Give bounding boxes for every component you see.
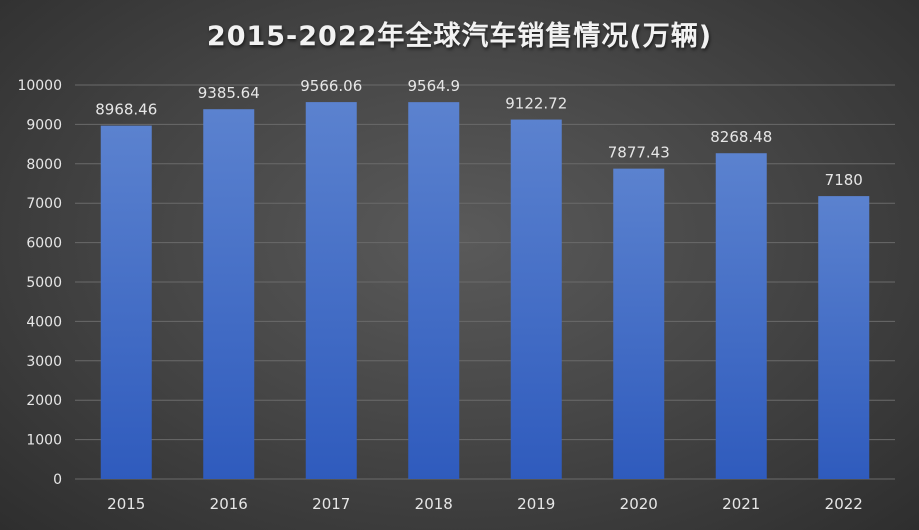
y-tick-label: 2000 (26, 393, 62, 409)
bar-2022 (818, 196, 870, 479)
data-label-2017: 9566.06 (300, 77, 362, 95)
bar-2015 (100, 125, 152, 480)
bar-2017 (305, 102, 357, 480)
data-label-2022: 7180 (825, 171, 863, 189)
bar-2020 (613, 168, 665, 479)
x-tick-label-2019: 2019 (517, 495, 555, 513)
chart-title: 2015-2022年全球汽车销售情况(万辆) (206, 21, 713, 52)
data-label-2019: 9122.72 (505, 95, 567, 113)
x-tick-label-2020: 2020 (620, 495, 658, 513)
data-label-2016: 9385.64 (198, 84, 260, 102)
y-tick-label: 8000 (26, 157, 62, 173)
bar-2016 (203, 109, 255, 480)
data-label-2018: 9564.9 (408, 77, 461, 95)
x-axis-ticks: 2015 2016 2017 2018 2019 2020 2021 2022 (107, 495, 863, 513)
x-tick-label-2015: 2015 (107, 495, 145, 513)
y-tick-label: 5000 (26, 275, 62, 291)
bar-2019 (510, 119, 562, 480)
y-tick-label: 3000 (26, 354, 62, 370)
data-label-2020: 7877.43 (608, 144, 670, 162)
data-label-2021: 8268.48 (710, 128, 772, 146)
y-tick-label: 10000 (17, 78, 62, 94)
y-tick-label: 7000 (26, 196, 62, 212)
x-tick-label-2022: 2022 (825, 495, 863, 513)
y-tick-label: 1000 (26, 433, 62, 449)
y-tick-label: 4000 (26, 314, 62, 330)
y-tick-label: 9000 (26, 117, 62, 133)
x-tick-label-2017: 2017 (312, 495, 350, 513)
bar-2021 (715, 153, 767, 479)
x-tick-label-2018: 2018 (415, 495, 453, 513)
data-label-2015: 8968.46 (95, 101, 157, 119)
y-tick-label: 0 (53, 472, 62, 488)
y-axis-ticks: 0 1000 2000 3000 4000 5000 6000 7000 8000 9000 100… (17, 78, 62, 488)
data-labels: 8968.46 9385.64 9566.06 9564.9 9122.72 7877.4… (95, 77, 863, 189)
x-tick-label-2021: 2021 (722, 495, 760, 513)
bar-2018 (408, 102, 460, 479)
x-tick-label-2016: 2016 (210, 495, 248, 513)
y-tick-label: 6000 (26, 236, 62, 252)
bars (100, 102, 870, 480)
